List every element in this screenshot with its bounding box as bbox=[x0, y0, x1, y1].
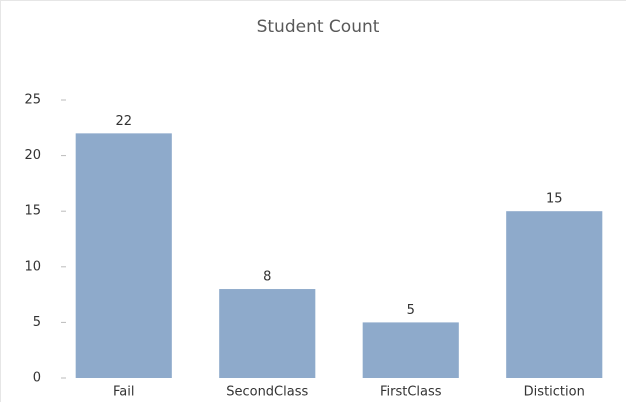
y-tick-label: 5 bbox=[33, 315, 41, 330]
bar bbox=[219, 289, 316, 378]
x-tick-label: Fail bbox=[113, 385, 134, 400]
chart-title: Student Count bbox=[257, 17, 380, 37]
x-tick-label: SecondClass bbox=[226, 385, 308, 400]
data-label: 5 bbox=[407, 303, 415, 318]
y-tick-label: 20 bbox=[24, 148, 41, 163]
y-tick-label: 15 bbox=[24, 204, 41, 219]
x-tick-label: Distiction bbox=[524, 385, 585, 400]
y-tick-label: 10 bbox=[24, 259, 41, 274]
data-label: 15 bbox=[546, 192, 563, 207]
x-tick-label: FirstClass bbox=[380, 385, 442, 400]
data-label: 8 bbox=[263, 270, 271, 285]
y-tick-label: 25 bbox=[24, 93, 41, 108]
bar bbox=[506, 211, 603, 378]
bar bbox=[362, 322, 459, 378]
data-label: 22 bbox=[115, 114, 132, 129]
bar bbox=[75, 133, 172, 378]
y-tick-label: 0 bbox=[33, 371, 41, 386]
